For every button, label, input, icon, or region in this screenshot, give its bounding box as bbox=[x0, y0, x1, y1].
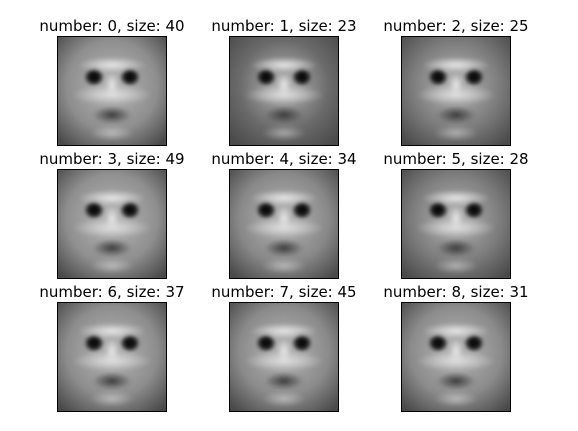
panel-title: number: 5, size: 28 bbox=[383, 150, 529, 168]
mean-face-image bbox=[57, 169, 167, 279]
panel-title: number: 0, size: 40 bbox=[39, 17, 185, 35]
face-panel-6: number: 6, size: 37 bbox=[32, 283, 192, 413]
panel-title: number: 2, size: 25 bbox=[383, 17, 529, 35]
mean-face-image bbox=[57, 302, 167, 412]
face-panel-3: number: 3, size: 49 bbox=[32, 150, 192, 280]
face-panel-5: number: 5, size: 28 bbox=[376, 150, 536, 280]
mean-face-image bbox=[401, 169, 511, 279]
face-panel-8: number: 8, size: 31 bbox=[376, 283, 536, 413]
mean-face-image bbox=[401, 302, 511, 412]
mean-face-image bbox=[229, 302, 339, 412]
panel-title: number: 6, size: 37 bbox=[39, 283, 185, 301]
mean-face-image bbox=[57, 36, 167, 146]
face-panel-4: number: 4, size: 34 bbox=[204, 150, 364, 280]
face-panel-7: number: 7, size: 45 bbox=[204, 283, 364, 413]
mean-face-image bbox=[229, 169, 339, 279]
mean-face-image bbox=[229, 36, 339, 146]
face-panel-1: number: 1, size: 23 bbox=[204, 17, 364, 147]
face-panel-2: number: 2, size: 25 bbox=[376, 17, 536, 147]
panel-title: number: 8, size: 31 bbox=[383, 283, 529, 301]
panel-title: number: 7, size: 45 bbox=[211, 283, 357, 301]
face-panel-0: number: 0, size: 40 bbox=[32, 17, 192, 147]
mean-face-image bbox=[401, 36, 511, 146]
panel-title: number: 4, size: 34 bbox=[211, 150, 357, 168]
panel-title: number: 1, size: 23 bbox=[211, 17, 357, 35]
panel-title: number: 3, size: 49 bbox=[39, 150, 185, 168]
